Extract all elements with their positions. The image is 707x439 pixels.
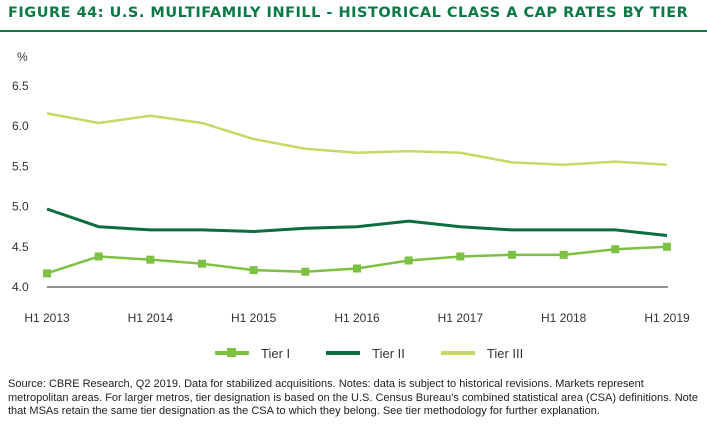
legend-label-tier-1: Tier I xyxy=(261,345,291,361)
legend-marker-tier-1 xyxy=(227,348,236,357)
legend-line-tier-3 xyxy=(440,351,475,355)
series-line-tier-ii xyxy=(46,207,668,238)
data-point-tier-i xyxy=(198,259,206,268)
y-tick-label: 4.5 xyxy=(12,240,29,254)
data-point-tier-i xyxy=(663,242,671,251)
data-point-tier-i xyxy=(94,252,103,261)
y-tick-label: 5.5 xyxy=(12,159,29,173)
y-tick-label: 6.5 xyxy=(12,79,29,93)
series-line-tier-iii xyxy=(46,112,668,167)
legend-swatch-tier-2 xyxy=(326,345,361,361)
legend-label-tier-2: Tier II xyxy=(372,345,405,361)
legend-line-tier-2 xyxy=(326,351,361,355)
x-tick-label: H1 2015 xyxy=(231,311,277,325)
y-tick-label: 4.0 xyxy=(12,280,29,294)
data-point-tier-i xyxy=(301,267,310,276)
title-rule xyxy=(0,30,707,32)
legend-item-tier-3: Tier III xyxy=(440,345,524,361)
legend-item-tier-1: Tier I xyxy=(215,345,290,361)
data-point-tier-i xyxy=(43,269,51,278)
data-point-tier-i xyxy=(456,252,465,261)
series-layer xyxy=(43,112,671,278)
data-point-tier-i xyxy=(508,250,516,259)
data-point-tier-i xyxy=(353,264,361,273)
data-point-tier-i xyxy=(404,256,413,265)
data-point-tier-i xyxy=(249,266,258,275)
legend-label-tier-3: Tier III xyxy=(486,345,524,361)
x-tick-label: H1 2016 xyxy=(334,311,380,325)
x-tick-label: H1 2018 xyxy=(541,311,587,325)
source-note: Source: CBRE Research, Q2 2019. Data for… xyxy=(8,378,698,418)
y-tick-label: 6.0 xyxy=(12,119,29,133)
x-axis-ticks: H1 2013 H1 2014 H1 2015 H1 2016 H1 2017 H1 20… xyxy=(24,311,690,325)
legend-swatch-tier-3 xyxy=(440,345,475,361)
data-point-tier-i xyxy=(559,250,568,259)
legend: Tier I Tier II Tier III xyxy=(215,345,559,361)
y-axis-unit: % xyxy=(17,50,28,64)
legend-swatch-tier-1 xyxy=(215,345,249,361)
y-tick-label: 5.0 xyxy=(12,200,29,214)
x-tick-label: H1 2014 xyxy=(128,311,174,325)
data-point-tier-i xyxy=(146,255,155,264)
x-tick-label: H1 2017 xyxy=(438,311,484,325)
y-axis-ticks: 4.0 4.5 5.0 5.5 6.0 6.5 xyxy=(12,79,29,294)
figure-title: FIGURE 44: U.S. MULTIFAMILY INFILL - HIS… xyxy=(8,5,689,21)
legend-item-tier-2: Tier II xyxy=(326,345,405,361)
x-tick-label: H1 2013 xyxy=(24,311,70,325)
x-tick-label: H1 2019 xyxy=(644,311,690,325)
data-point-tier-i xyxy=(611,245,620,254)
